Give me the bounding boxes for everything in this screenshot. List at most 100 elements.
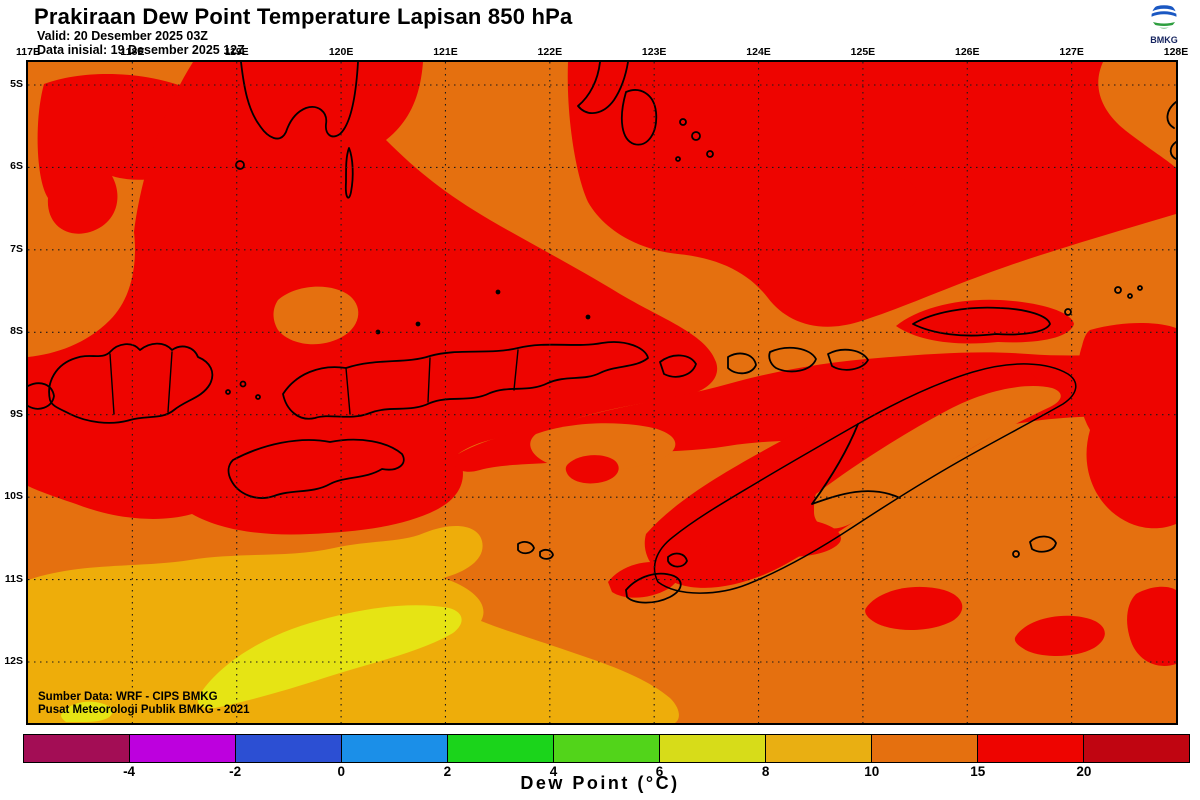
colorbar-segment-3 [342, 735, 448, 762]
colorbar-segment-1 [130, 735, 236, 762]
colorbar-caption: Dew Point (°C) [520, 773, 680, 793]
bmkg-globe-icon [1151, 3, 1177, 29]
dewpoint-map-canvas [28, 62, 1176, 723]
orange-stripe-north-timor [814, 386, 1061, 529]
coast-wakatobi-2 [691, 131, 701, 141]
orange-gap-below-chain [530, 423, 676, 471]
red-blob-in-wedge [859, 176, 918, 211]
colorbar-tick-6: 6 [655, 764, 664, 779]
border-sumbawa-1 [109, 353, 115, 415]
coast-corner-ne-1 [1166, 101, 1176, 129]
coast-sumba [227, 438, 405, 499]
yellow-core-region [197, 605, 462, 709]
colorbar-segment-4 [448, 735, 554, 762]
red-speck-sumba-east [565, 455, 619, 484]
coast-corner-ne-2 [1169, 141, 1176, 160]
red-rightedge-mass [1077, 323, 1176, 529]
colorbar-tick-2: 2 [443, 764, 452, 779]
yellow-speck [61, 701, 113, 722]
colorbar-segment-0 [24, 735, 130, 762]
coast-islet-br-pair [1029, 535, 1057, 553]
coast-islet-br-small [1012, 550, 1020, 558]
colorbar-tick-10: 10 [864, 764, 880, 779]
lon-label-119E: 119E [224, 46, 249, 58]
lon-label-126E: 126E [955, 46, 980, 58]
border-flores-3 [513, 349, 519, 391]
border-west-timor [811, 423, 901, 505]
coast-adonara [659, 354, 697, 378]
coast-islet-ne-3 [1137, 285, 1143, 291]
lon-label-118E: 118E [120, 46, 145, 58]
coast-alor [827, 348, 869, 371]
lon-label-124E: 124E [746, 46, 771, 58]
colorbar-tick--4: -4 [123, 764, 136, 779]
lon-label-120E: 120E [328, 46, 354, 58]
red-rightedge-bottom [1127, 586, 1176, 666]
colorbar-tick-4: 4 [549, 764, 558, 779]
colorbar-segment-2 [236, 735, 342, 762]
coast-islet-ring [235, 160, 245, 170]
lon-label-125E: 125E [850, 46, 876, 58]
colorbar-segment-7 [766, 735, 872, 762]
colorbar-segment-5 [554, 735, 660, 762]
dewpoint-colorbar [23, 734, 1190, 763]
coast-komodo-2 [239, 380, 247, 388]
bmkg-logo-label: BMKG [1150, 35, 1178, 45]
colorbar-segment-8 [872, 735, 978, 762]
coast-komodo-1 [225, 389, 231, 395]
colorbar-segment-10 [1084, 735, 1189, 762]
lon-label-128E: 128E [1163, 46, 1189, 58]
sea-speck-4 [495, 289, 501, 295]
red-rote-blob [608, 562, 679, 598]
source-credit-line: Sumber Data: WRF - CIPS BMKG [38, 691, 218, 703]
lat-label-8S: 8S [10, 325, 23, 338]
coast-pantar [768, 346, 817, 373]
lat-label-5S: 5S [10, 78, 23, 90]
page-title: Prakiraan Dew Point Temperature Lapisan … [34, 4, 573, 29]
coast-sumbawa [48, 342, 214, 424]
coast-timor [653, 363, 1077, 594]
coast-rote [625, 572, 682, 604]
colorbar-tick-20: 20 [1076, 764, 1092, 779]
coast-islet-ne-2 [1127, 293, 1133, 299]
red-central-mass [28, 62, 718, 535]
bmkg-logo: BMKG [1138, 2, 1190, 45]
coast-islet-ne-1 [1114, 286, 1122, 294]
red-bottom-blob-1 [865, 586, 963, 630]
border-sumbawa-2 [167, 351, 173, 413]
lon-label-121E: 121E [433, 46, 458, 58]
coast-wakatobi-3 [706, 150, 714, 158]
colorbar-segment-6 [660, 735, 766, 762]
colorbar-tick-0: 0 [337, 764, 346, 779]
dewpoint-map [26, 60, 1178, 725]
lon-label-122E: 122E [537, 46, 563, 58]
lon-label-117E: 117E [16, 46, 40, 58]
coast-lembata [727, 352, 757, 375]
coast-savu-2 [539, 548, 554, 560]
initial-time-label: Data inisial: 19 Desember 2025 12Z [37, 43, 245, 57]
coast-komodo-3 [255, 394, 261, 400]
red-south-timor-blob [683, 513, 841, 558]
coast-south-sulawesi [240, 62, 359, 140]
coast-wakatobi-4 [675, 156, 681, 162]
lat-label-11S: 11S [4, 572, 23, 585]
border-flores-1 [345, 367, 351, 415]
coast-semau [667, 552, 688, 568]
sea-speck-3 [585, 314, 591, 320]
publisher-credit-line: Pusat Meteorologi Publik BMKG - 2021 [38, 704, 250, 716]
lat-label-10S: 10S [4, 490, 23, 503]
border-flores-2 [427, 357, 431, 403]
lat-label-6S: 6S [10, 160, 23, 173]
coast-flores [282, 341, 649, 420]
lon-label-123E: 123E [641, 46, 667, 58]
colorbar-tick--2: -2 [229, 764, 242, 779]
lat-label-12S: 12S [4, 655, 23, 667]
orange-hole-central [273, 286, 359, 345]
lat-label-7S: 7S [10, 242, 23, 255]
colorbar-tick-15: 15 [970, 764, 986, 779]
lon-label-127E: 127E [1059, 46, 1084, 58]
red-bottom-blob-2 [1014, 615, 1105, 656]
lat-label-9S: 9S [10, 407, 23, 420]
coast-wetar [912, 306, 1051, 337]
